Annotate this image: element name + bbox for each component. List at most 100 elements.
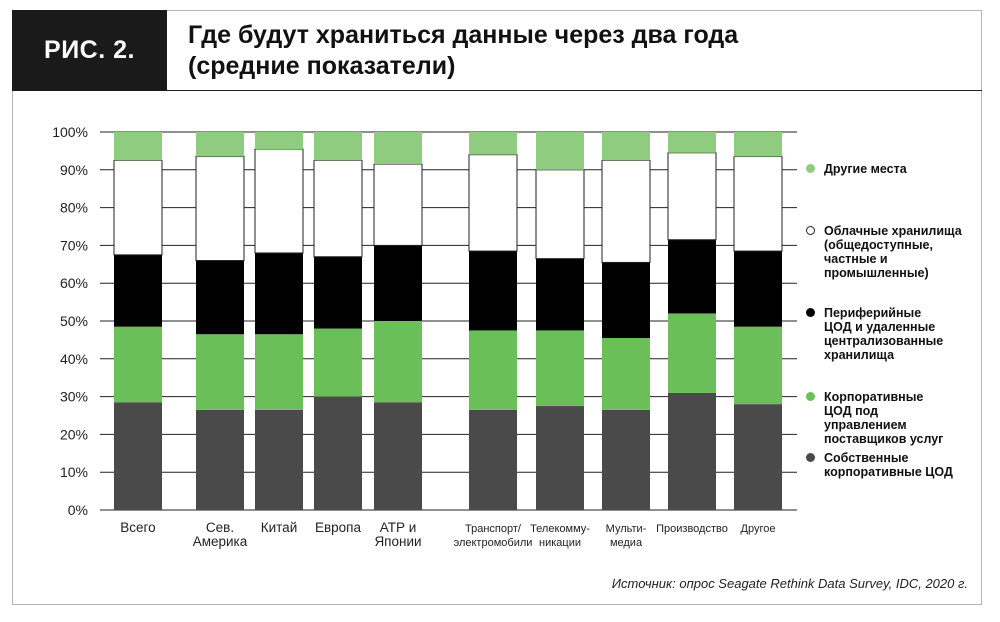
bar-segment	[314, 328, 362, 397]
bar-segment	[536, 406, 584, 510]
legend-label-line: частные и	[824, 252, 888, 266]
figure-title-line1: Где будут храниться данные через два год…	[188, 21, 739, 49]
bar-segment	[114, 402, 162, 510]
legend-label-line: управлением	[824, 418, 907, 432]
bar-segment	[602, 338, 650, 410]
x-tick-label: Другое	[741, 523, 776, 535]
legend-label-line: промышленные)	[824, 266, 929, 280]
bar-segment	[196, 334, 244, 410]
source-note: Источник: опрос Seagate Rethink Data Sur…	[611, 576, 968, 591]
bar-segment	[314, 396, 362, 510]
figure-header	[12, 10, 982, 91]
y-tick-label: 70%	[60, 237, 88, 253]
bar-segment	[667, 152, 717, 241]
legend-label-line: хранилища	[824, 348, 895, 362]
figure-title-line2: (средние показатели)	[188, 52, 456, 80]
x-tick-label: Транспорт/	[465, 523, 522, 535]
legend-label: Облачные хранилища (общедоступные, частные…	[824, 224, 974, 280]
bar-segment	[314, 256, 362, 329]
bar-segment	[668, 132, 716, 153]
legend-swatch	[806, 164, 815, 173]
bar-segment	[255, 252, 303, 335]
bar-segment	[195, 156, 245, 262]
bar-segment	[469, 251, 517, 331]
legend-swatch	[806, 392, 815, 401]
bar-segment	[313, 159, 363, 258]
bar-segment	[196, 409, 244, 510]
x-tick-label: медиа	[610, 537, 643, 549]
bar-segment	[536, 258, 584, 331]
bar-segment	[255, 409, 303, 510]
x-tick-label: Америка	[193, 534, 248, 549]
bar-segment	[734, 404, 782, 510]
bar-segment	[668, 392, 716, 510]
bar-segment	[602, 409, 650, 510]
legend-label: Корпоративные ЦОД под управлением поставщик…	[824, 390, 974, 446]
legend-label-line: Периферийные	[824, 306, 922, 320]
bar-segment	[114, 326, 162, 403]
bar-segment	[374, 402, 422, 510]
bar-segment	[536, 132, 584, 170]
y-tick-label: 50%	[60, 313, 88, 329]
bar-segment	[374, 321, 422, 403]
figure-label: РИС. 2.	[12, 10, 167, 91]
y-tick-label: 20%	[60, 426, 88, 442]
x-tick-label: Мульти-	[606, 523, 647, 535]
y-tick-label: 60%	[60, 275, 88, 291]
legend-label-line: ЦОД и удаленные	[824, 320, 936, 334]
x-tick-label: Сев.	[206, 520, 234, 535]
x-tick-label: АТР и	[380, 520, 417, 535]
bar-segment	[113, 159, 163, 256]
legend-label-line: Другие места	[824, 162, 907, 176]
legend-label-line: Корпоративные	[824, 390, 924, 404]
bar-segment	[374, 245, 422, 321]
y-tick-label: 80%	[60, 200, 88, 216]
legend-label-line: Облачные хранилища	[824, 224, 962, 238]
x-tick-label: электромобили	[454, 537, 533, 549]
bar-segment	[601, 159, 651, 263]
bar-segment	[114, 254, 162, 327]
x-tick-label: никации	[539, 537, 581, 549]
y-tick-label: 30%	[60, 389, 88, 405]
bar-segment	[469, 330, 517, 410]
bar-segment	[114, 132, 162, 161]
legend-label: Периферийные ЦОД и удаленные централизован…	[824, 306, 974, 362]
legend-label-line: поставщиков услуг	[824, 432, 944, 446]
bar-segment	[468, 154, 518, 252]
y-tick-label: 40%	[60, 351, 88, 367]
bar-segment	[254, 148, 304, 254]
bar-segment	[734, 251, 782, 327]
x-tick-label: Телекомму-	[530, 523, 590, 535]
bar-segment	[469, 132, 517, 155]
y-tick-label: 0%	[68, 502, 88, 518]
bar-segment	[373, 163, 423, 246]
bar-segment	[602, 262, 650, 339]
x-tick-label: Японии	[374, 534, 421, 549]
x-tick-label: Китай	[261, 520, 298, 535]
x-tick-label: Европа	[315, 520, 362, 535]
legend-swatch	[806, 226, 815, 235]
bar-segment	[469, 409, 517, 510]
figure-title: Где будут храниться данные через два год…	[188, 20, 948, 82]
legend-label-line: (общедоступные,	[824, 238, 933, 252]
x-tick-label: Производство	[656, 523, 728, 535]
bar-segment	[668, 313, 716, 393]
legend-label-line: Собственные	[824, 451, 909, 465]
legend-label-line: ЦОД под	[824, 404, 879, 418]
y-tick-label: 100%	[52, 124, 88, 140]
legend-label-line: централизованные	[824, 334, 944, 348]
bar-segment	[196, 132, 244, 157]
bar-segment	[734, 326, 782, 405]
bar-segment	[668, 239, 716, 314]
y-tick-label: 90%	[60, 162, 88, 178]
legend-label-line: корпоративные ЦОД	[824, 465, 953, 479]
bar-segment	[255, 334, 303, 410]
legend-label: Собственные корпоративные ЦОД	[824, 451, 974, 479]
legend-swatch	[806, 453, 815, 462]
bar-segment	[536, 330, 584, 407]
legend-label: Другие места	[824, 162, 974, 176]
x-tick-label: Всего	[120, 520, 155, 535]
bar-segment	[734, 132, 782, 157]
y-tick-label: 10%	[60, 464, 88, 480]
